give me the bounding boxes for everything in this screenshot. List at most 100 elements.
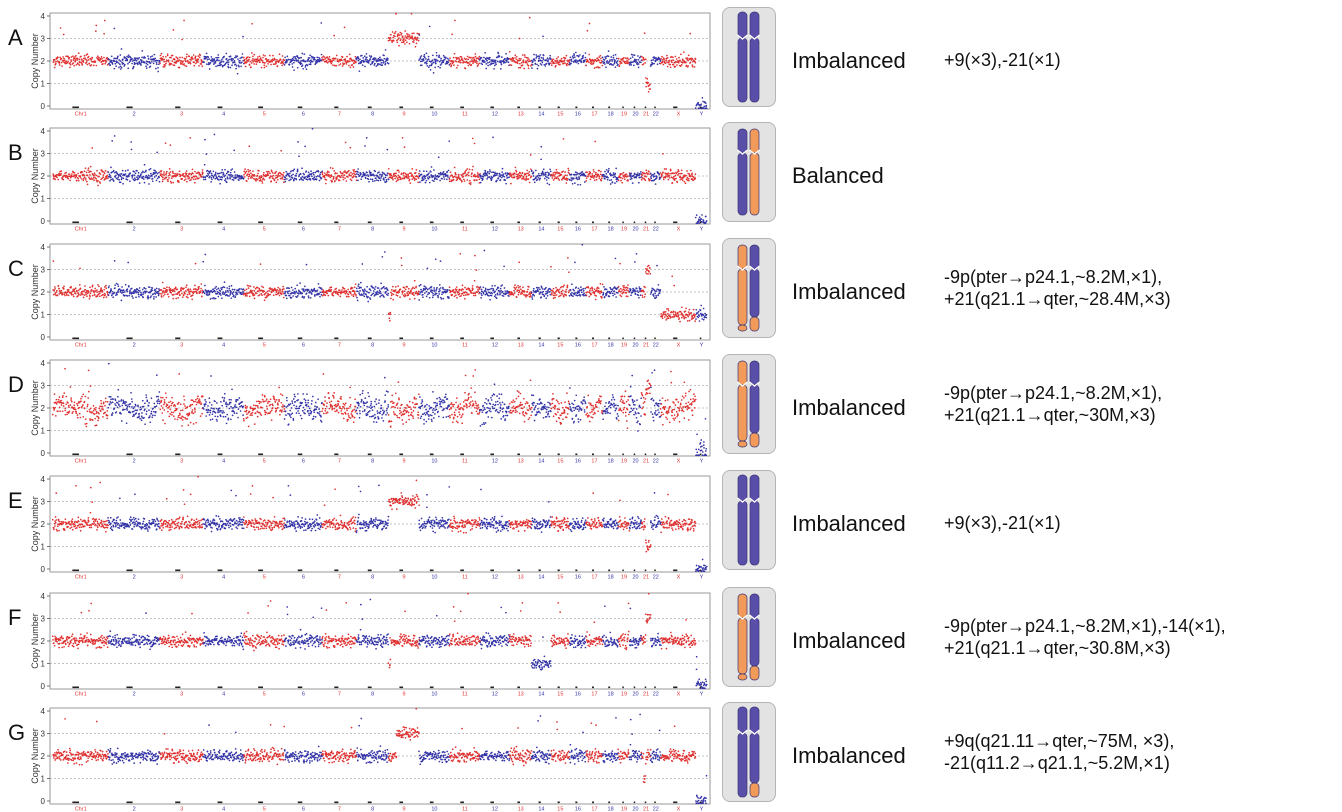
data-point: [117, 284, 119, 286]
data-point: [470, 57, 472, 59]
data-point: [154, 170, 156, 172]
data-point: [150, 295, 152, 297]
data-point: [308, 297, 310, 299]
data-point: [652, 59, 654, 61]
data-point: [159, 181, 161, 183]
data-point: [516, 171, 518, 173]
data-point: [310, 170, 312, 172]
data-point: [104, 172, 106, 174]
data-point: [274, 180, 276, 182]
data-point: [203, 176, 205, 178]
data-point: [355, 56, 357, 58]
data-point: [690, 62, 692, 64]
data-point: [221, 61, 223, 63]
data-point: [393, 293, 395, 295]
data-point: [422, 294, 424, 296]
data-point: [380, 179, 382, 181]
data-point: [225, 290, 227, 292]
data-point: [601, 178, 603, 180]
data-point: [114, 68, 116, 70]
data-point: [63, 34, 65, 36]
data-point: [509, 51, 511, 53]
data-point: [272, 172, 274, 174]
data-point: [663, 64, 665, 66]
chromosome-label: Y: [700, 227, 704, 233]
data-point: [305, 60, 307, 62]
data-point: [76, 59, 78, 61]
data-point: [144, 164, 146, 166]
data-point: [180, 289, 182, 291]
data-point: [501, 64, 503, 66]
data-point: [473, 57, 475, 59]
data-point: [260, 263, 262, 265]
data-point: [477, 172, 479, 174]
data-point: [585, 65, 587, 67]
data-point: [204, 254, 206, 256]
data-point: [233, 295, 235, 297]
data-point: [342, 177, 344, 179]
data-point: [83, 178, 85, 180]
data-point: [303, 174, 305, 176]
data-point: [69, 180, 71, 182]
data-point: [411, 13, 413, 15]
chromosome-label: 21: [643, 227, 649, 233]
data-point: [138, 172, 140, 174]
data-point: [232, 58, 234, 60]
data-point: [432, 293, 434, 295]
data-point: [529, 171, 531, 173]
data-point: [218, 287, 220, 289]
data-point: [673, 176, 675, 178]
data-point: [334, 65, 336, 67]
data-point: [373, 175, 375, 177]
data-point: [166, 177, 168, 179]
data-point: [304, 286, 306, 288]
data-point: [491, 171, 493, 173]
data-point: [579, 54, 581, 56]
data-point: [286, 178, 288, 180]
data-point: [251, 52, 253, 54]
data-point: [618, 180, 620, 182]
data-point: [126, 60, 128, 62]
chromosome-label: 5: [263, 112, 266, 118]
data-point: [111, 55, 113, 57]
data-point: [449, 178, 451, 180]
data-point: [436, 52, 438, 54]
data-point: [105, 170, 107, 172]
data-point: [576, 177, 578, 179]
data-point: [468, 65, 470, 67]
chromosome-label: 4: [222, 227, 225, 233]
data-point: [323, 59, 325, 61]
gap-marker: [490, 107, 494, 109]
gap-marker: [517, 107, 520, 109]
data-point: [359, 290, 361, 292]
data-point: [676, 58, 678, 60]
data-point: [402, 137, 404, 139]
data-point: [151, 287, 153, 289]
data-point: [447, 176, 449, 178]
data-point: [110, 290, 112, 292]
chromosome-label: 14: [538, 112, 544, 118]
data-point: [353, 296, 355, 298]
data-point: [161, 174, 163, 176]
data-point: [143, 176, 145, 178]
data-point: [148, 174, 150, 176]
data-point: [197, 55, 199, 57]
data-point: [158, 176, 160, 178]
data-point: [593, 62, 595, 64]
data-point: [198, 177, 200, 179]
chromosome-label: 17: [591, 227, 597, 233]
data-point: [175, 298, 177, 300]
data-point: [286, 62, 288, 64]
data-point: [380, 295, 382, 297]
data-point: [538, 57, 540, 59]
data-point: [493, 171, 495, 173]
data-point: [192, 168, 194, 170]
data-point: [356, 297, 358, 299]
data-point: [184, 293, 186, 295]
data-point: [317, 289, 319, 291]
data-point: [297, 168, 299, 170]
data-point: [364, 290, 366, 292]
data-point: [302, 179, 304, 181]
data-point: [679, 60, 681, 62]
data-point: [528, 67, 530, 69]
